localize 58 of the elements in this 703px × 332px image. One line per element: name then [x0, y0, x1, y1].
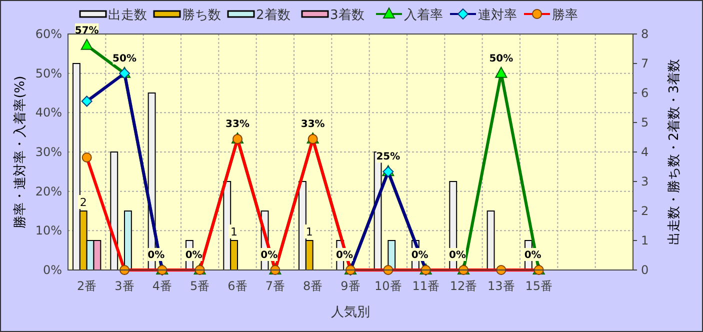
y2-tick-label: 4 — [641, 145, 649, 159]
data-label: 57% — [74, 25, 99, 36]
x-tick-label: 4番 — [152, 279, 172, 293]
data-label: 0% — [336, 250, 353, 261]
data-label: 1 — [306, 226, 313, 238]
data-label: 1 — [230, 226, 238, 238]
y-tick-label: 10% — [35, 224, 62, 238]
y-tick-label: 40% — [35, 106, 62, 120]
y2-tick-label: 8 — [641, 27, 649, 41]
y-axis-title: 勝率・連対率・入着率(%) — [12, 76, 28, 228]
y2-tick-label: 7 — [641, 56, 649, 70]
data-label: 0% — [260, 250, 278, 261]
x-tick-label: 9番 — [340, 279, 360, 293]
y-tick-label: 0% — [42, 263, 62, 277]
y-tick-label: 50% — [35, 66, 62, 80]
bar — [124, 210, 132, 270]
y2-tick-label: 6 — [641, 86, 649, 100]
x-tick-label: 3番 — [114, 279, 134, 293]
y-tick-label: 30% — [35, 145, 62, 159]
x-tick-label: 6番 — [228, 279, 248, 293]
x-tick-label: 10番 — [374, 279, 402, 293]
legend-label: 連対率 — [478, 7, 517, 23]
y2-tick-label: 5 — [641, 116, 649, 130]
x-tick-label: 2番 — [77, 279, 97, 293]
data-label: 0% — [411, 250, 428, 261]
legend-label: 3着数 — [330, 7, 364, 23]
x-tick-label: 5番 — [190, 279, 210, 293]
y2-axis-title: 出走数・勝ち数・2着数・3着数 — [666, 59, 682, 245]
y2-tick-label: 2 — [641, 204, 649, 218]
x-tick-label: 8番 — [303, 279, 323, 293]
data-label: 0% — [148, 250, 165, 261]
data-label: 33% — [226, 119, 250, 130]
y-tick-label: 20% — [35, 184, 62, 198]
legend-label: 2着数 — [256, 7, 290, 23]
x-tick-label: 13番 — [488, 279, 515, 293]
y2-tick-label: 0 — [641, 263, 649, 277]
bar — [110, 152, 118, 270]
data-label: 0% — [185, 250, 202, 261]
y2-tick-label: 1 — [641, 234, 649, 248]
x-tick-label: 15番 — [525, 279, 552, 293]
bar — [486, 210, 495, 270]
x-tick-label: 11番 — [412, 279, 440, 293]
data-label: 25% — [376, 152, 400, 163]
data-label: 50% — [112, 53, 136, 64]
data-label: 2 — [80, 196, 87, 209]
data-label: 0% — [524, 250, 542, 261]
data-label: 0% — [449, 250, 466, 261]
data-label: 50% — [489, 53, 514, 64]
x-tick-label: 12番 — [450, 279, 478, 293]
data-label: 33% — [300, 119, 325, 130]
legend-label: 出走数 — [108, 8, 147, 23]
y-tick-label: 60% — [35, 27, 62, 41]
legend-label: 勝ち数 — [182, 8, 221, 23]
x-tick-label: 7番 — [265, 279, 285, 293]
y2-tick-label: 3 — [641, 174, 649, 188]
legend-label: 勝率 — [552, 7, 578, 23]
legend-label: 入着率 — [404, 7, 443, 23]
x-axis-title: 人気別 — [331, 305, 370, 320]
